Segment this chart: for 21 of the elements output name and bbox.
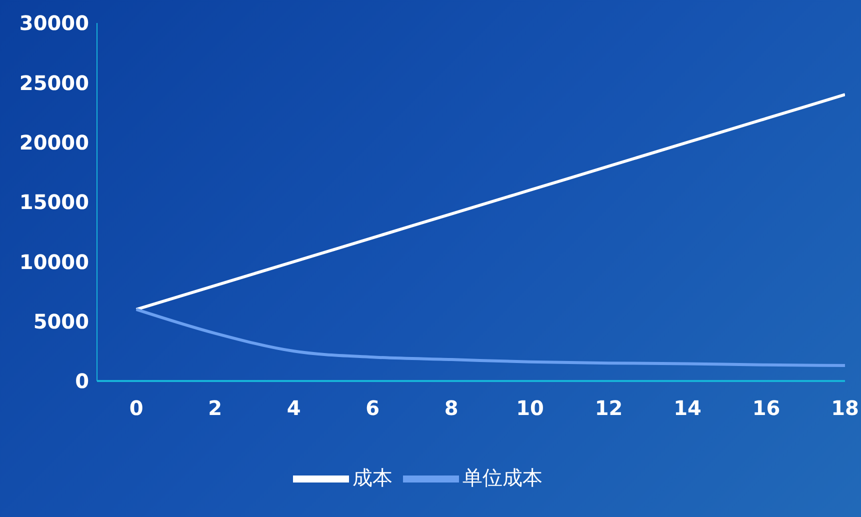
y-tick-label: 25000 <box>19 70 89 95</box>
x-tick-label: 8 <box>444 396 458 420</box>
y-tick-label: 5000 <box>33 309 89 334</box>
x-tick-label: 4 <box>286 396 301 420</box>
x-tick-label: 0 <box>129 396 144 420</box>
x-tick-label: 6 <box>366 396 380 420</box>
x-tick-label: 2 <box>208 396 222 420</box>
y-tick-label: 30000 <box>19 11 89 36</box>
line-series <box>134 308 845 367</box>
x-tick-label: 18 <box>831 396 859 420</box>
x-tick-label: 12 <box>594 396 623 420</box>
x-tick-label: 14 <box>674 396 702 420</box>
x-tick-label: 10 <box>516 396 544 420</box>
y-tick-label: 10000 <box>19 250 89 274</box>
legend-label: 成本 <box>352 465 392 490</box>
y-tick-label: 0 <box>75 369 89 394</box>
line-series <box>134 93 845 311</box>
y-tick-label: 15000 <box>19 190 89 214</box>
y-tick-label: 20000 <box>19 130 89 154</box>
legend-label: 单位成本 <box>462 465 542 490</box>
x-tick-label: 16 <box>752 396 780 420</box>
